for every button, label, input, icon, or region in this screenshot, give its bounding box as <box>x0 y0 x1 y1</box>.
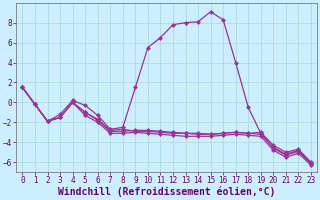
X-axis label: Windchill (Refroidissement éolien,°C): Windchill (Refroidissement éolien,°C) <box>58 187 276 197</box>
